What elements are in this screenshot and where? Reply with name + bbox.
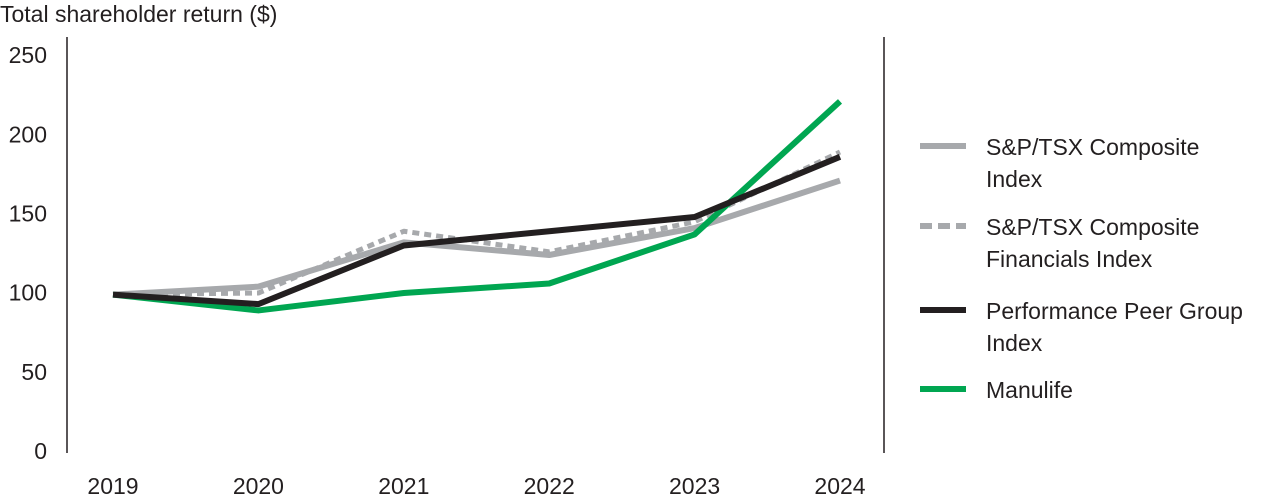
chart-title: Total shareholder return ($) [0, 1, 277, 27]
legend-label: Manulife [986, 377, 1073, 403]
x-tick-label: 2019 [87, 473, 138, 499]
line-series [112, 154, 842, 308]
legend-label: Performance Peer Group Index [986, 298, 1243, 356]
x-tick-label: 2022 [524, 473, 575, 499]
line-series [112, 177, 841, 298]
legend-label: S&P/TSX Composite Index [986, 134, 1200, 192]
y-tick-label: 150 [9, 200, 47, 226]
line-series [112, 99, 843, 314]
y-tick-label: 250 [9, 42, 47, 68]
x-tick-label: 2020 [233, 473, 284, 499]
line-series [112, 149, 842, 298]
x-tick-label: 2021 [378, 473, 429, 499]
y-tick-label: 200 [9, 121, 47, 147]
y-tick-label: 50 [21, 359, 47, 385]
x-tick-label: 2023 [669, 473, 720, 499]
x-tick-label: 2024 [814, 473, 865, 499]
y-tick-label: 100 [9, 280, 47, 306]
legend-label: S&P/TSX Composite Financials Index [986, 214, 1200, 272]
y-tick-label: 0 [34, 438, 47, 464]
